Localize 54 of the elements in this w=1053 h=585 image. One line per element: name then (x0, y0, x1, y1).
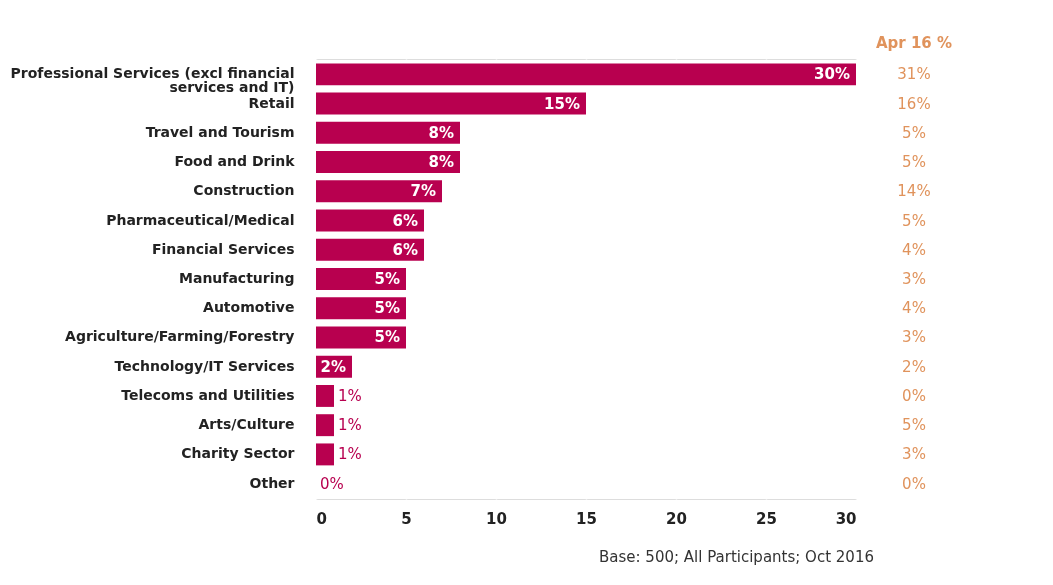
data-label: 0% (320, 474, 344, 493)
y-tick-label: Agriculture/Farming/Forestry (65, 328, 295, 345)
text: 5% (902, 123, 926, 142)
text: 4% (902, 240, 926, 259)
y-tick-label: Charity Sector (181, 445, 295, 462)
y-tick-label: Technology/IT Services (114, 357, 295, 374)
y-tick-label: Telecoms and Utilities (121, 386, 295, 403)
y-tick-label: Manufacturing (179, 270, 295, 286)
text: Base: 500; All Participants; Oct 2016 (599, 548, 874, 566)
data-label: 15% (544, 94, 580, 113)
x-tick-label: 10 (486, 509, 507, 528)
data-label: 1% (338, 445, 362, 464)
x-tick-label: 25 (756, 509, 777, 528)
text: Apr 16 % (875, 34, 953, 52)
y-tick-label: Automotive (203, 299, 295, 316)
data-label: 2% (320, 357, 346, 376)
text: 3% (902, 270, 926, 288)
y-tick-label: Professional Services (excl financial services and IT) (10, 65, 295, 96)
data-label: 6% (392, 211, 418, 230)
text: 16% (897, 94, 931, 113)
text: 0% (902, 386, 926, 405)
data-label: 1% (338, 416, 362, 435)
y-tick-label: Pharmaceutical/Medical (106, 211, 295, 228)
data-label: 8% (428, 153, 454, 172)
data-label: 5% (374, 328, 400, 347)
x-tick-label: 0 (316, 509, 327, 528)
y-tick-label: Food and Drink (174, 153, 296, 170)
data-label: 7% (410, 182, 436, 201)
data-label: 5% (374, 270, 400, 288)
x-tick-label: 5 (401, 509, 412, 528)
data-label: 8% (428, 123, 454, 142)
text: 5% (902, 211, 926, 230)
text: 31% (897, 65, 931, 84)
data-label: 1% (338, 386, 362, 405)
x-tick-label: 20 (666, 509, 687, 528)
data-label: 6% (392, 240, 418, 259)
text: 0% (902, 474, 926, 493)
data-label: 30% (814, 65, 850, 84)
text: 4% (902, 299, 926, 318)
x-tick-label: 30 (835, 509, 857, 528)
y-tick-label: Construction (193, 182, 295, 199)
y-tick-label: Financial Services (152, 240, 295, 257)
text: 3% (902, 328, 926, 347)
text: 5% (902, 153, 926, 172)
y-tick-label: Arts/Culture (198, 416, 295, 433)
y-tick-label: Travel and Tourism (145, 123, 295, 140)
data-label: 5% (374, 299, 400, 318)
x-tick-label: 15 (576, 509, 597, 528)
text: 14% (897, 182, 931, 201)
text: 3% (902, 445, 926, 464)
y-tick-label: Retail (248, 94, 295, 111)
y-tick-label: Other (249, 474, 295, 491)
text: 5% (902, 416, 926, 435)
text: 2% (902, 357, 926, 376)
